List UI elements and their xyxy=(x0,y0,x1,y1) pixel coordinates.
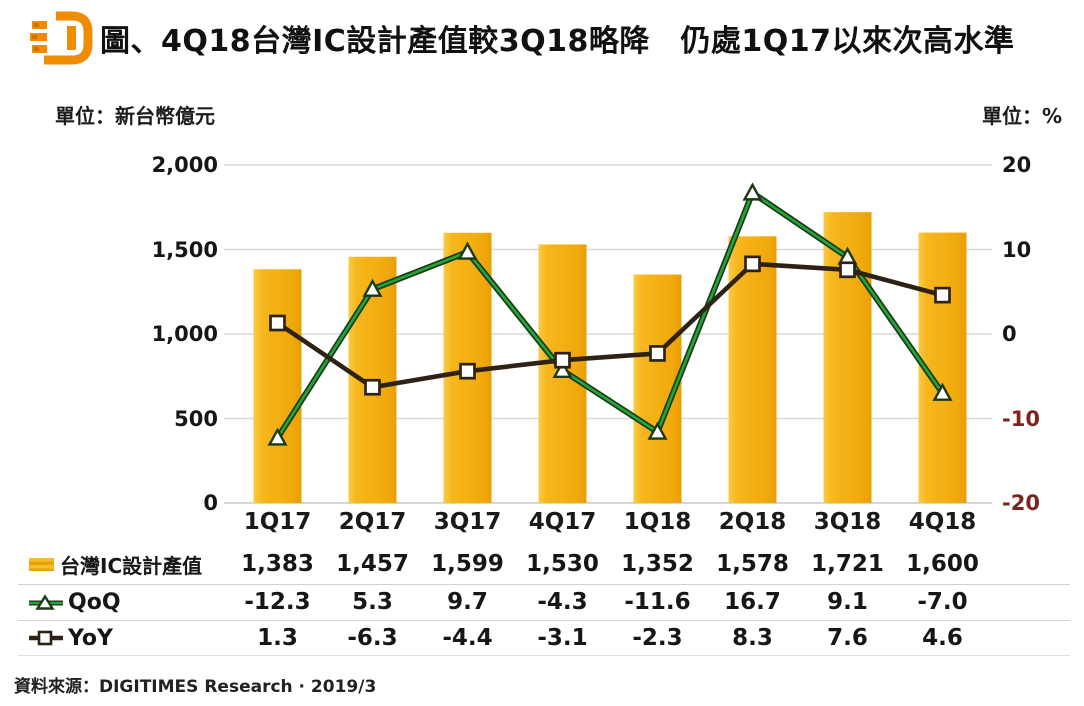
yoy-marker xyxy=(269,314,286,332)
right-y-tick-label: 0 xyxy=(1002,322,1017,346)
table-cell: -12.3 xyxy=(244,589,311,615)
x-axis-label-2Q17: 2Q17 xyxy=(338,509,407,535)
table-cell: 1,599 xyxy=(431,551,504,577)
right-y-tick-label: -20 xyxy=(1002,491,1040,515)
left-axis-unit-label: 單位：新台幣億元 xyxy=(55,104,215,128)
legend-qoq: QoQ xyxy=(28,585,121,620)
table-row-yoy: YoY 1.3 -6.3 -4.4 -3.1 -2.3 8.3 7.6 4.6 xyxy=(18,621,1070,656)
source-note: 資料來源：DIGITIMES Research · 2019/3 xyxy=(14,677,377,697)
table-cell: -6.3 xyxy=(347,625,398,651)
qoq-marker xyxy=(362,278,383,297)
qoq-marker xyxy=(267,427,288,446)
table-cell: -3.1 xyxy=(537,625,588,651)
table-cell: 7.6 xyxy=(827,625,868,651)
table-cell: 4.6 xyxy=(922,625,963,651)
bar-2Q18 xyxy=(728,236,777,503)
table-cell: 1,600 xyxy=(906,551,979,577)
legend-label-yoy: YoY xyxy=(68,625,113,651)
digitimes-logo-icon xyxy=(30,11,93,65)
legend-output-value: 台灣IC設計產值 xyxy=(28,544,202,584)
table-cell: 1,457 xyxy=(336,551,409,577)
qoq-line-marker-icon xyxy=(29,593,63,610)
legend-label-output-value: 台灣IC設計產值 xyxy=(60,553,203,578)
legend-yoy: YoY xyxy=(28,621,113,655)
legend-label-qoq: QoQ xyxy=(68,590,121,615)
table-cell: 8.3 xyxy=(732,625,773,651)
left-y-tick-label: 500 xyxy=(174,406,218,431)
table-row-qoq: QoQ -12.3 5.3 9.7 -4.3 -11.6 16.7 9.1 -7.0 xyxy=(18,585,1070,621)
table-cell: -7.0 xyxy=(917,589,968,615)
x-axis-label-3Q17: 3Q17 xyxy=(433,509,502,535)
qoq-marker xyxy=(742,182,763,201)
table-cell: 1,352 xyxy=(621,551,694,577)
x-axis-label-3Q18: 3Q18 xyxy=(813,509,882,535)
page-title: 圖、4Q18台灣IC設計產值較3Q18略降 仍處1Q17以來次高水準 xyxy=(100,24,1015,59)
right-y-tick-label: 10 xyxy=(1002,237,1032,262)
left-y-tick-label: 2,000 xyxy=(151,153,218,177)
table-row-output-value: 台灣IC設計產值 1,383 1,457 1,599 1,530 1,352 1,578 1… xyxy=(18,544,1070,585)
x-axis-label-1Q17: 1Q17 xyxy=(243,509,312,535)
qoq-marker xyxy=(457,241,478,260)
yoy-marker xyxy=(554,351,571,369)
table-cell: 9.7 xyxy=(447,589,488,615)
table-cell: -11.6 xyxy=(624,589,691,615)
yoy-marker xyxy=(649,345,666,362)
qoq-marker xyxy=(932,382,953,401)
table-cell: 1,530 xyxy=(526,551,599,577)
qoq-marker xyxy=(647,421,668,440)
yoy-marker xyxy=(839,261,856,279)
table-cell: 1,578 xyxy=(716,551,789,577)
qoq-line xyxy=(276,191,944,440)
table-cell: 1,721 xyxy=(811,551,884,577)
left-y-tick-label: 1,000 xyxy=(151,322,218,346)
table-cell: 5.3 xyxy=(352,589,393,615)
left-y-tick-label: 1,500 xyxy=(151,237,218,262)
yoy-line xyxy=(275,261,945,390)
qoq-marker xyxy=(552,359,573,379)
table-cell: 9.1 xyxy=(827,589,868,615)
yoy-marker xyxy=(364,378,381,396)
right-y-tick-label: -10 xyxy=(1002,406,1040,431)
x-axis-label-4Q17: 4Q17 xyxy=(528,509,597,535)
left-y-tick-label: 0 xyxy=(203,491,218,515)
table-cell: 1.3 xyxy=(257,625,298,651)
right-axis-unit-label: 單位：% xyxy=(981,104,1062,128)
yoy-line-marker-icon xyxy=(29,630,63,646)
table-cell: -4.4 xyxy=(442,625,493,651)
x-axis-label-2Q18: 2Q18 xyxy=(718,509,787,535)
table-cell: 1,383 xyxy=(241,551,314,577)
yoy-marker xyxy=(934,286,951,304)
bar-series-swatch-icon xyxy=(29,558,54,571)
yoy-marker xyxy=(459,362,476,380)
table-cell: 16.7 xyxy=(724,589,781,615)
x-axis-label-1Q18: 1Q18 xyxy=(623,509,692,535)
table-cell: -4.3 xyxy=(537,589,588,615)
yoy-marker xyxy=(744,255,761,273)
right-y-tick-label: 20 xyxy=(1002,153,1032,177)
table-cell: -2.3 xyxy=(632,625,683,651)
bar-1Q17 xyxy=(253,269,302,503)
x-axis-label-4Q18: 4Q18 xyxy=(908,509,977,535)
